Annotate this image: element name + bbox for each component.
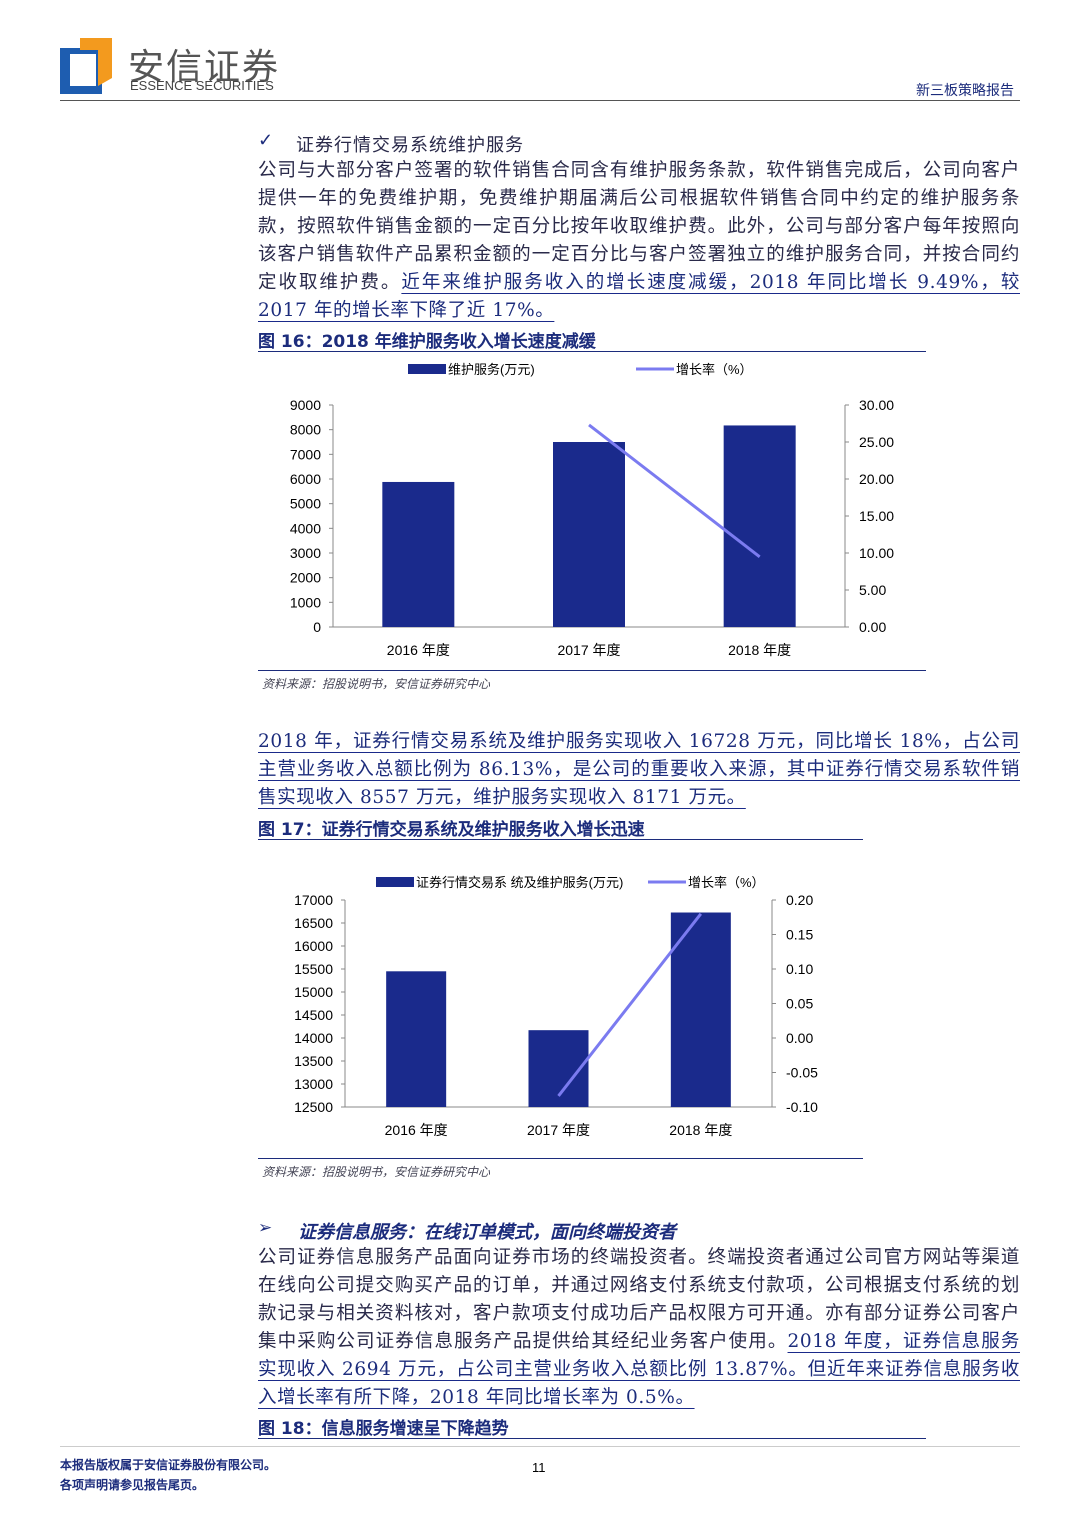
y-right-tick-label: 30.00	[859, 397, 894, 413]
figure-divider	[258, 351, 926, 352]
y-left-tick-label: 14000	[294, 1030, 333, 1046]
y-left-tick-label: 6000	[290, 471, 321, 487]
section-paragraph: 公司证券信息服务产品面向证券市场的终端投资者。终端投资者通过公司官方网站等渠道在…	[258, 1244, 1020, 1412]
x-tick-label: 2017 年度	[527, 1122, 590, 1138]
legend-bar-swatch	[408, 364, 446, 374]
figure-title: 图 18：信息服务增速呈下降趋势	[258, 1419, 509, 1439]
para-highlight: 2018 年度，证券信息服务实现收入 2694 万元，占公司主营业务收入总额比例…	[258, 1331, 1020, 1408]
footer-divider	[60, 1446, 1020, 1447]
para-highlight: 2018 年，证券行情交易系统及维护服务实现收入 16728 万元，同比增长 1…	[258, 731, 1020, 808]
y-right-tick-label: 5.00	[859, 582, 886, 598]
figure-divider	[258, 1158, 863, 1159]
y-left-tick-label: 3000	[290, 545, 321, 561]
y-left-tick-label: 13500	[294, 1053, 333, 1069]
section-paragraph: 2018 年，证券行情交易系统及维护服务实现收入 16728 万元，同比增长 1…	[258, 728, 1020, 812]
y-left-tick-label: 5000	[290, 496, 321, 512]
growth-rate-line	[557, 912, 703, 1097]
bar	[553, 442, 625, 627]
figure-divider	[258, 1438, 926, 1439]
legend-label: 证券行情交易系 统及维护服务(万元)	[416, 875, 623, 890]
y-left-tick-label: 12500	[294, 1099, 333, 1115]
y-left-tick-label: 7000	[290, 446, 321, 462]
essence-logo-icon	[60, 38, 112, 94]
para-highlight: 近年来维护服务收入的增长速度减缓，2018 年同比增长 9.49%，较 2017…	[258, 272, 1020, 321]
logo-cn: 安信证券	[128, 47, 281, 88]
y-left-tick-label: 8000	[290, 422, 321, 438]
chart-figure17: 12500 13000 13500 14000 14500 15000 15500 16000…	[294, 875, 818, 1138]
footer-disclaimer: 各项声明请参见报告尾页。	[60, 1478, 205, 1492]
figure-title: 图 17：证券行情交易系统及维护服务收入增长迅速	[258, 820, 645, 840]
x-tick-label: 2018 年度	[728, 642, 791, 658]
page-number: 11	[532, 1460, 546, 1475]
para-text: 公司与大部分客户签署的软件销售合同含有维护服务条款，软件销售完成后，公司向客户提…	[258, 160, 1020, 293]
bar	[382, 481, 455, 627]
section-paragraph: 公司与大部分客户签署的软件销售合同含有维护服务条款，软件销售完成后，公司向客户提…	[258, 157, 1020, 325]
x-tick-label: 2018 年度	[669, 1122, 732, 1138]
y-left-tick-label: 4000	[290, 520, 321, 536]
y-right-tick-label: 0.05	[786, 996, 813, 1012]
y-right-tick-label: 0.00	[786, 1030, 813, 1046]
y-left-tick-label: 13000	[294, 1076, 333, 1092]
figure-source: 资料来源：招股说明书，安信证券研究中心	[262, 677, 491, 691]
section-heading: 证券行情交易系统维护服务	[296, 135, 524, 156]
section-heading: 证券信息服务：在线订单模式，面向终端投资者	[298, 1222, 676, 1243]
arrow-bullet-icon: ➢	[258, 1218, 273, 1238]
figure-source: 资料来源：招股说明书，安信证券研究中心	[262, 1165, 491, 1179]
legend-label: 维护服务(万元)	[448, 362, 535, 377]
legend-bar-swatch	[376, 877, 414, 887]
y-right-tick-label: 20.00	[859, 471, 894, 487]
legend-label: 增长率（%）	[688, 875, 765, 890]
check-icon: ✓	[258, 130, 274, 151]
y-right-tick-label: 0.15	[786, 927, 813, 943]
x-tick-label: 2016 年度	[387, 642, 450, 658]
bar	[386, 971, 447, 1107]
y-left-tick-label: 14500	[294, 1007, 333, 1023]
figure-title: 图 16：2018 年维护服务收入增长速度减缓	[258, 332, 596, 352]
y-left-tick-label: 9000	[290, 397, 321, 413]
chart-figure16: 0 1000 2000 3000 4000 5000 6000 7000 8000 9000 0.0…	[290, 362, 894, 658]
bar	[670, 912, 731, 1107]
y-right-tick-label: 0.10	[786, 961, 813, 977]
y-right-tick-label: 0.20	[786, 892, 813, 908]
y-right-tick-label: -0.05	[786, 1065, 818, 1081]
para-text: 公司证券信息服务产品面向证券市场的终端投资者。终端投资者通过公司官方网站等渠道在…	[258, 1247, 1020, 1352]
x-tick-label: 2017 年度	[557, 642, 620, 658]
header-divider	[60, 100, 1020, 101]
y-right-tick-label: 10.00	[859, 545, 894, 561]
x-tick-label: 2016 年度	[385, 1122, 448, 1138]
logo-en: ESSENCE SECURITIES	[130, 78, 274, 93]
y-left-tick-label: 15000	[294, 984, 333, 1000]
y-right-tick-label: 15.00	[859, 508, 894, 524]
y-right-tick-label: 25.00	[859, 434, 894, 450]
y-left-tick-label: 1000	[290, 594, 321, 610]
y-left-tick-label: 16500	[294, 915, 333, 931]
y-left-tick-label: 2000	[290, 570, 321, 586]
y-right-tick-label: 0.00	[859, 619, 886, 635]
bar	[723, 425, 796, 627]
report-type: 新三板策略报告	[916, 83, 1014, 99]
y-left-tick-label: 15500	[294, 961, 333, 977]
y-left-tick-label: 0	[313, 619, 321, 635]
y-left-tick-label: 16000	[294, 938, 333, 954]
figure-divider	[258, 670, 926, 671]
legend-label: 增长率（%）	[676, 362, 753, 377]
growth-rate-line	[588, 423, 761, 558]
footer-copyright: 本报告版权属于安信证券股份有限公司。	[60, 1458, 277, 1472]
figure-divider	[258, 839, 863, 840]
y-right-tick-label: -0.10	[786, 1099, 818, 1115]
y-left-tick-label: 17000	[294, 892, 333, 908]
